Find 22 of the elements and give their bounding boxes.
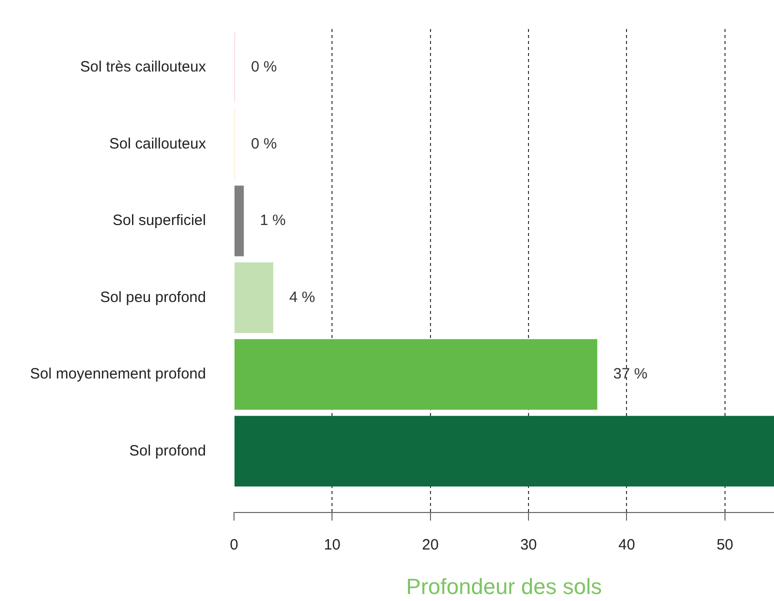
y-tick-label: Sol très caillouteux [80,58,206,76]
x-tick-label: 50 [716,536,734,554]
x-tick-label: 10 [324,536,341,554]
x-tick-label: 20 [422,536,439,554]
data-label: 4 % [289,288,316,306]
y-tick-label: Sol superficiel [112,212,206,230]
data-label: 0 % [251,135,277,152]
bar [234,416,774,486]
x-tick-label: 30 [520,536,537,554]
x-tick-label: 0 [230,536,238,554]
bar [234,262,274,333]
y-tick-label: Sol peu profond [100,288,206,306]
x-axis-title: Profondeur des sols [406,574,602,599]
data-label: 0 % [251,58,277,76]
y-tick-label: Sol moyennement profond [30,366,206,383]
y-tick-label: Sol profond [129,442,206,460]
bar [234,186,244,256]
data-label: 1 % [260,212,286,230]
x-tick-label: 40 [618,536,636,554]
data-label: 37 % [613,366,648,383]
y-tick-label: Sol caillouteux [109,135,206,152]
bar [234,339,598,410]
